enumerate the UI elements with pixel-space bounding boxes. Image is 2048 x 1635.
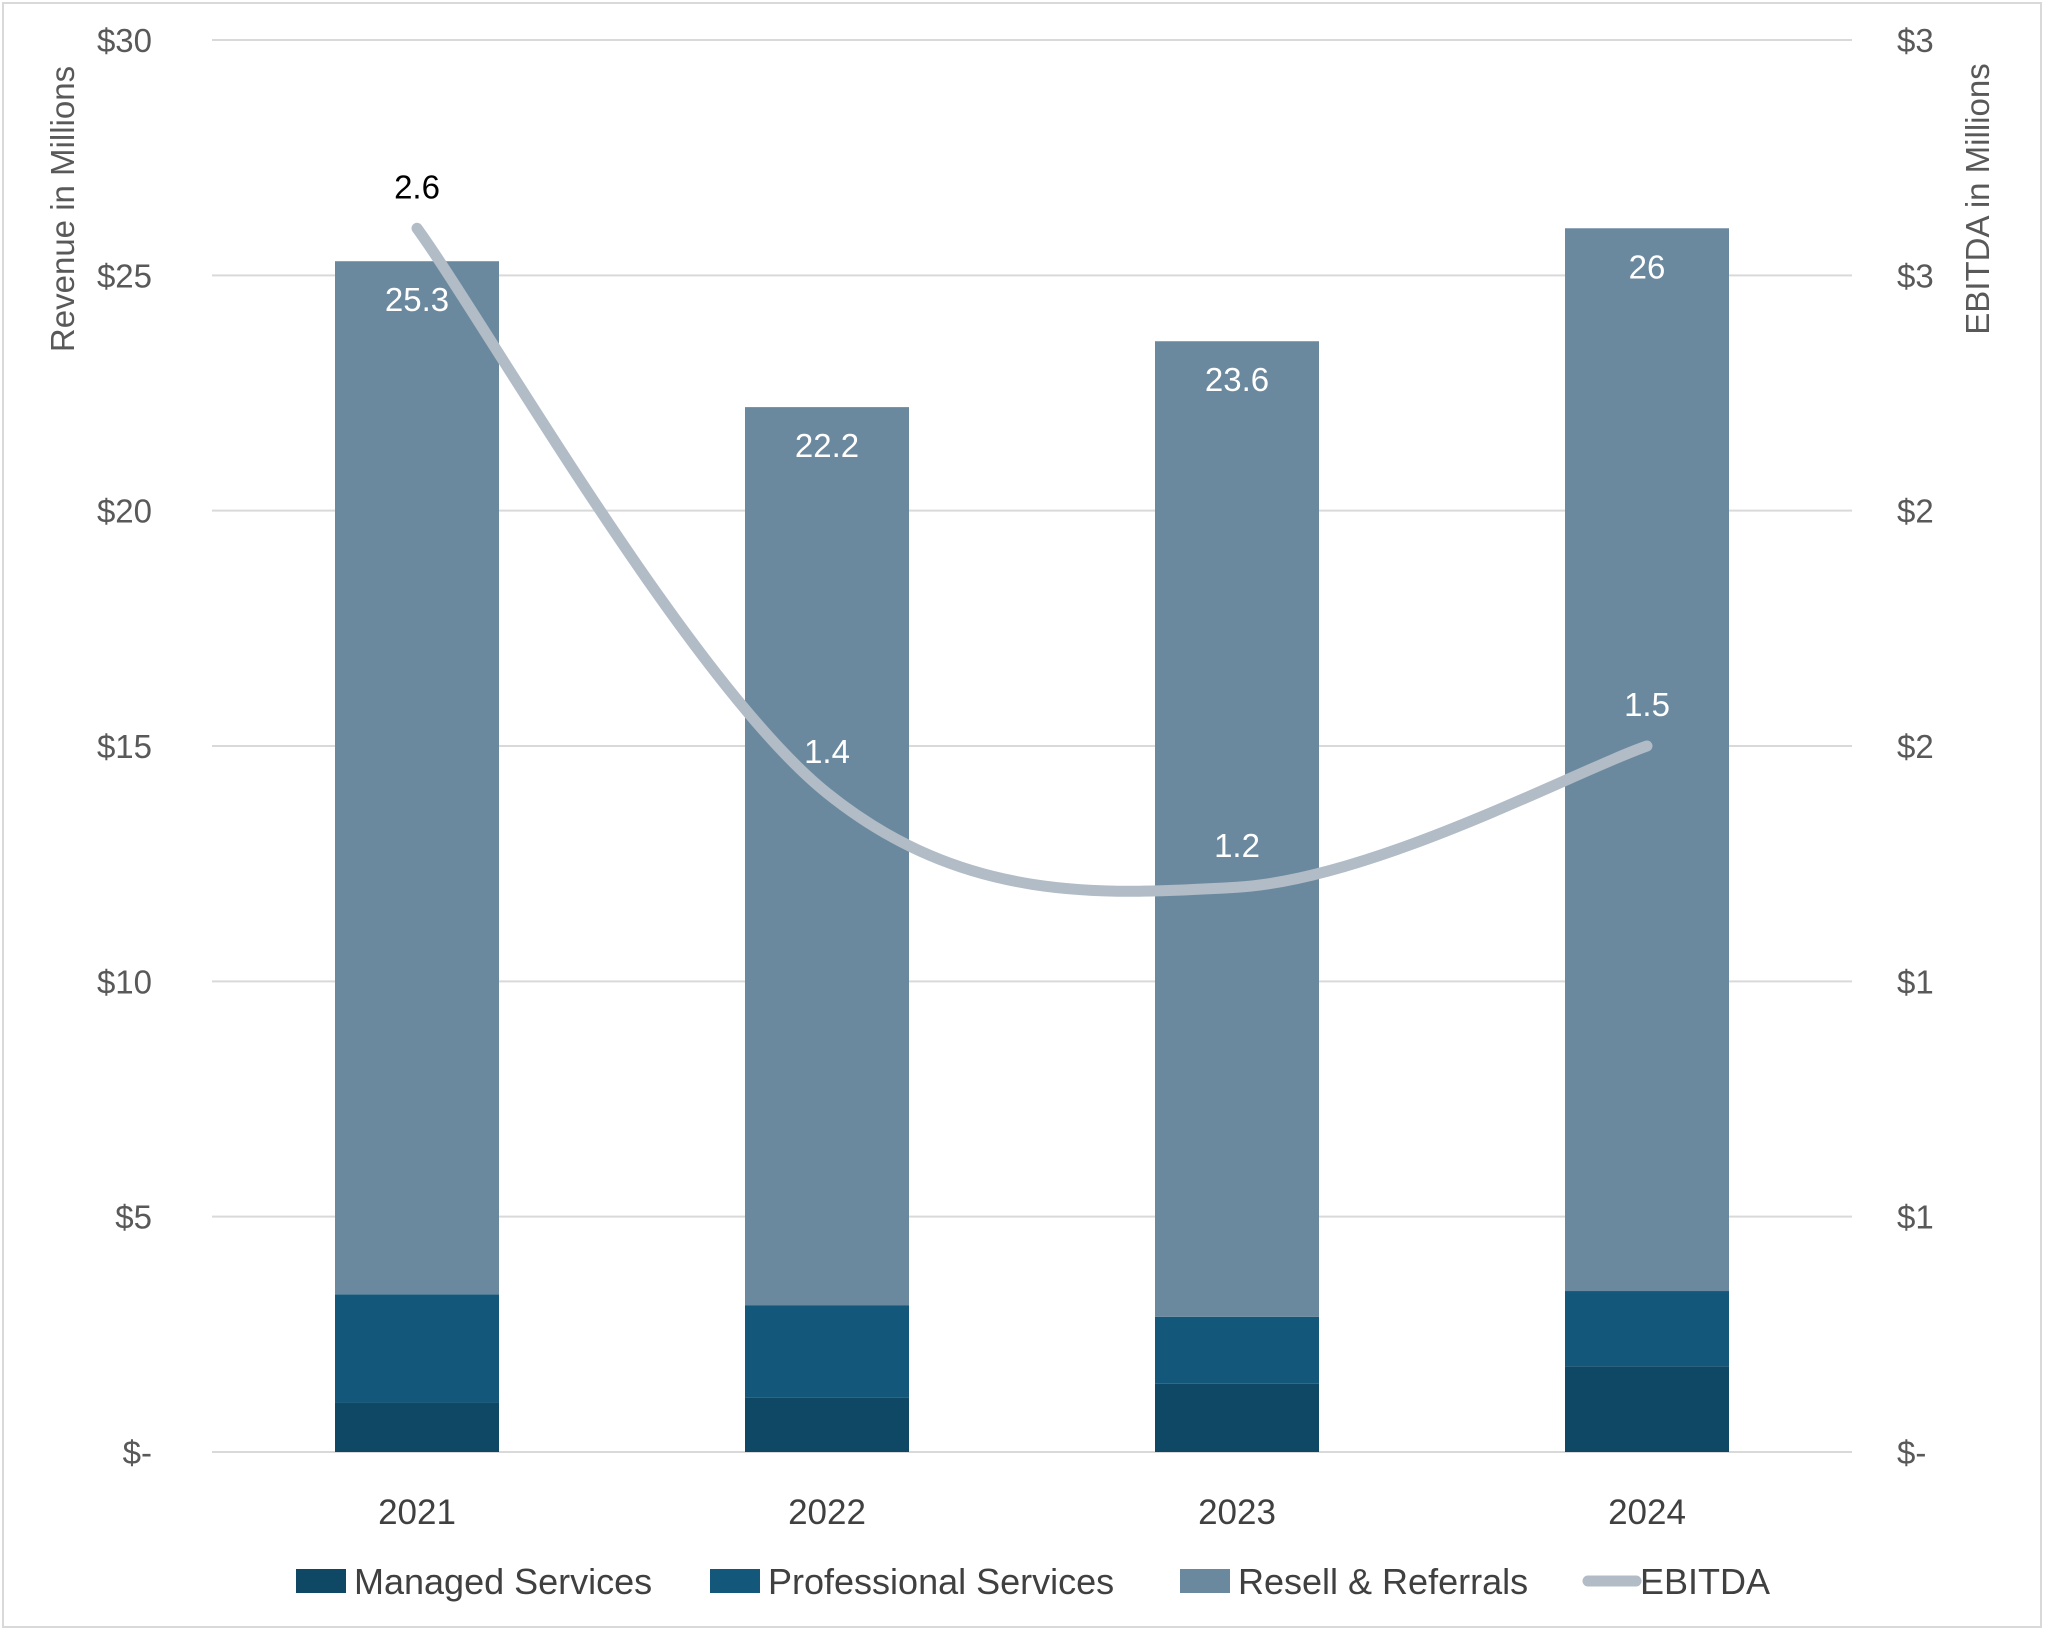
bars <box>335 228 1729 1452</box>
legend-label-ebitda: EBITDA <box>1640 1561 1770 1602</box>
category-label-2021: 2021 <box>378 1493 456 1532</box>
right-tick-label-1: $1 <box>1897 1199 1934 1236</box>
left-tick-label-5: $25 <box>97 257 152 294</box>
right-tick-label-2: $1 <box>1897 963 1934 1000</box>
bar-managed-services-2022 <box>745 1397 909 1452</box>
right-tick-label-0: $- <box>1897 1434 1926 1471</box>
ebitda-label-2023: 1.2 <box>1214 827 1260 864</box>
right-axis-ticks: $- $1 $1 $2 $2 $3 $3 <box>1897 22 1934 1471</box>
left-axis-ticks: $- $5 $10 $15 $20 $25 $30 <box>97 22 152 1471</box>
ebitda-label-2021: 2.6 <box>394 168 440 205</box>
legend-label-professional-services: Professional Services <box>768 1561 1114 1602</box>
left-tick-label-4: $20 <box>97 493 152 530</box>
right-axis-title: EBITDA in Millions <box>1959 63 1996 334</box>
data-labels: 25.3 2.6 22.2 1.4 23.6 1.2 26 1.5 <box>385 168 1670 864</box>
left-tick-label-3: $15 <box>97 728 152 765</box>
ebitda-label-2024: 1.5 <box>1624 686 1670 723</box>
bar-managed-services-2024 <box>1565 1366 1729 1452</box>
bar-resell-referrals-2021 <box>335 261 499 1295</box>
bar-managed-services-2023 <box>1155 1383 1319 1452</box>
legend-swatch-resell-referrals <box>1180 1569 1230 1593</box>
left-axis-title: Revenue in Millions <box>44 66 81 352</box>
total-label-2022: 22.2 <box>795 427 859 464</box>
right-tick-label-3: $2 <box>1897 728 1934 765</box>
left-tick-label-2: $10 <box>97 963 152 1000</box>
legend-swatch-professional-services <box>710 1569 760 1593</box>
category-label-2024: 2024 <box>1608 1493 1686 1532</box>
bar-managed-services-2021 <box>335 1402 499 1452</box>
ebitda-line <box>411 222 1653 897</box>
bar-resell-referrals-2024 <box>1565 228 1729 1292</box>
legend-label-resell-referrals: Resell & Referrals <box>1238 1561 1528 1602</box>
category-axis: 2021 2022 2023 2024 <box>378 1493 1686 1532</box>
legend-label-managed-services: Managed Services <box>354 1561 652 1602</box>
bar-professional-services-2024 <box>1565 1291 1729 1367</box>
bar-resell-referrals-2023 <box>1155 341 1319 1317</box>
total-label-2024: 26 <box>1629 248 1666 285</box>
ebitda-label-2022: 1.4 <box>804 733 850 770</box>
legend-swatch-managed-services <box>296 1569 346 1593</box>
left-tick-label-0: $- <box>123 1434 152 1471</box>
combo-chart: 25.3 2.6 22.2 1.4 23.6 1.2 26 1.5 $- $5 $10 $15 $20… <box>44 22 1996 1602</box>
total-label-2023: 23.6 <box>1205 361 1269 398</box>
category-label-2023: 2023 <box>1198 1493 1276 1532</box>
right-tick-label-4: $2 <box>1897 493 1934 530</box>
category-label-2022: 2022 <box>788 1493 866 1532</box>
bar-resell-referrals-2022 <box>745 407 909 1306</box>
right-tick-label-6: $3 <box>1897 22 1934 59</box>
ebitda-line-group <box>411 222 1653 897</box>
left-tick-label-1: $5 <box>115 1199 152 1236</box>
right-tick-label-5: $3 <box>1897 257 1934 294</box>
total-label-2021: 25.3 <box>385 281 449 318</box>
bar-professional-services-2023 <box>1155 1316 1319 1384</box>
legend: Managed Services Professional Services Res… <box>296 1561 1770 1602</box>
bar-professional-services-2021 <box>335 1294 499 1403</box>
left-tick-label-6: $30 <box>97 22 152 59</box>
bar-professional-services-2022 <box>745 1305 909 1398</box>
